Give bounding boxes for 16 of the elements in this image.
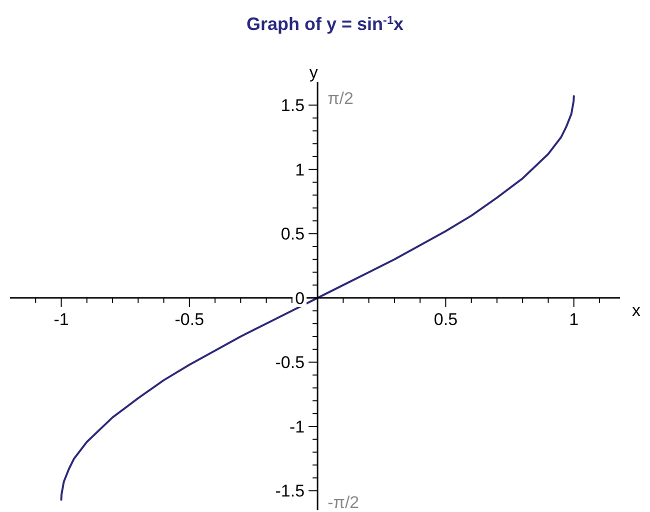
y-tick-label: -0.5 [275, 353, 305, 372]
x-tick-label: 0.5 [434, 310, 458, 329]
y-axis-title: y [309, 63, 318, 82]
y-tick-label: 1 [295, 160, 305, 180]
y-tick-label: 1.5 [280, 96, 305, 116]
y-tick-label: 0.5 [280, 224, 305, 244]
x-axis-title: x [632, 300, 641, 320]
y-tick-label: -1 [289, 417, 305, 436]
annotation: π/2 [328, 89, 354, 108]
chart-title: Graph of y = sin$^{-1}$x [246, 14, 404, 34]
y-tick-label: -1.5 [275, 482, 305, 501]
x-tick-label: -1 [54, 310, 69, 329]
x-tick-label: -0.5 [174, 310, 204, 329]
x-tick-label: 1 [569, 310, 579, 329]
y-tick-label: 0 [295, 288, 305, 308]
annotation: -π/2 [328, 493, 360, 512]
